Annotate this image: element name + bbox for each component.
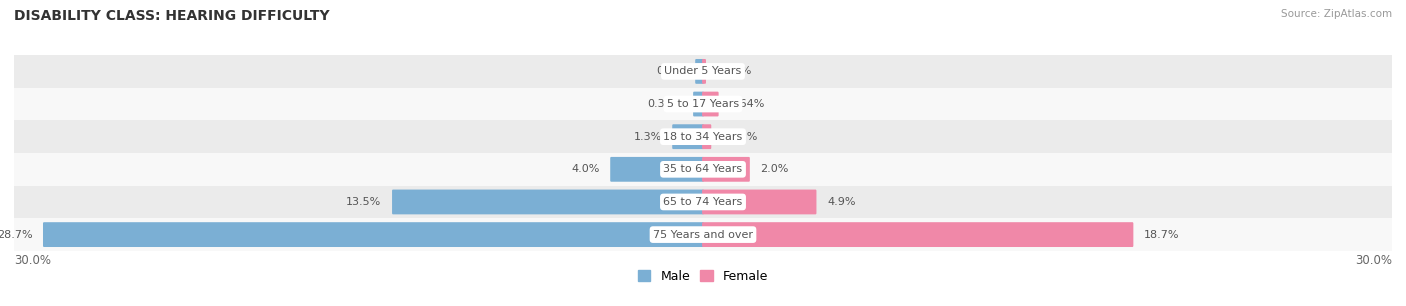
- Text: 65 to 74 Years: 65 to 74 Years: [664, 197, 742, 207]
- FancyBboxPatch shape: [672, 124, 704, 149]
- Text: 1.3%: 1.3%: [634, 132, 662, 142]
- FancyBboxPatch shape: [702, 157, 749, 182]
- Text: 4.9%: 4.9%: [827, 197, 855, 207]
- Text: 28.7%: 28.7%: [0, 230, 32, 240]
- Text: 0.09%: 0.09%: [717, 66, 752, 76]
- Bar: [14, 120, 1392, 153]
- Text: 0.3%: 0.3%: [657, 66, 685, 76]
- FancyBboxPatch shape: [702, 189, 817, 215]
- Bar: [14, 153, 1392, 186]
- Text: 0.39%: 0.39%: [647, 99, 682, 109]
- Text: 30.0%: 30.0%: [1355, 254, 1392, 267]
- Bar: [14, 186, 1392, 218]
- Text: 0.64%: 0.64%: [730, 99, 765, 109]
- Legend: Male, Female: Male, Female: [633, 265, 773, 288]
- FancyBboxPatch shape: [693, 91, 704, 117]
- Bar: [14, 88, 1392, 120]
- Text: 0.32%: 0.32%: [721, 132, 758, 142]
- Text: 5 to 17 Years: 5 to 17 Years: [666, 99, 740, 109]
- FancyBboxPatch shape: [610, 157, 704, 182]
- FancyBboxPatch shape: [392, 189, 704, 215]
- Text: 18 to 34 Years: 18 to 34 Years: [664, 132, 742, 142]
- FancyBboxPatch shape: [702, 124, 711, 149]
- FancyBboxPatch shape: [695, 59, 704, 84]
- Text: 75 Years and over: 75 Years and over: [652, 230, 754, 240]
- Text: 13.5%: 13.5%: [346, 197, 381, 207]
- Text: Under 5 Years: Under 5 Years: [665, 66, 741, 76]
- Text: DISABILITY CLASS: HEARING DIFFICULTY: DISABILITY CLASS: HEARING DIFFICULTY: [14, 9, 329, 23]
- FancyBboxPatch shape: [44, 222, 704, 247]
- Text: 18.7%: 18.7%: [1144, 230, 1180, 240]
- Bar: [14, 218, 1392, 251]
- FancyBboxPatch shape: [702, 91, 718, 117]
- FancyBboxPatch shape: [702, 222, 1133, 247]
- Text: 4.0%: 4.0%: [571, 164, 599, 174]
- Bar: [14, 55, 1392, 88]
- Text: Source: ZipAtlas.com: Source: ZipAtlas.com: [1281, 9, 1392, 19]
- Text: 30.0%: 30.0%: [14, 254, 51, 267]
- FancyBboxPatch shape: [702, 59, 706, 84]
- Text: 2.0%: 2.0%: [761, 164, 789, 174]
- Text: 35 to 64 Years: 35 to 64 Years: [664, 164, 742, 174]
